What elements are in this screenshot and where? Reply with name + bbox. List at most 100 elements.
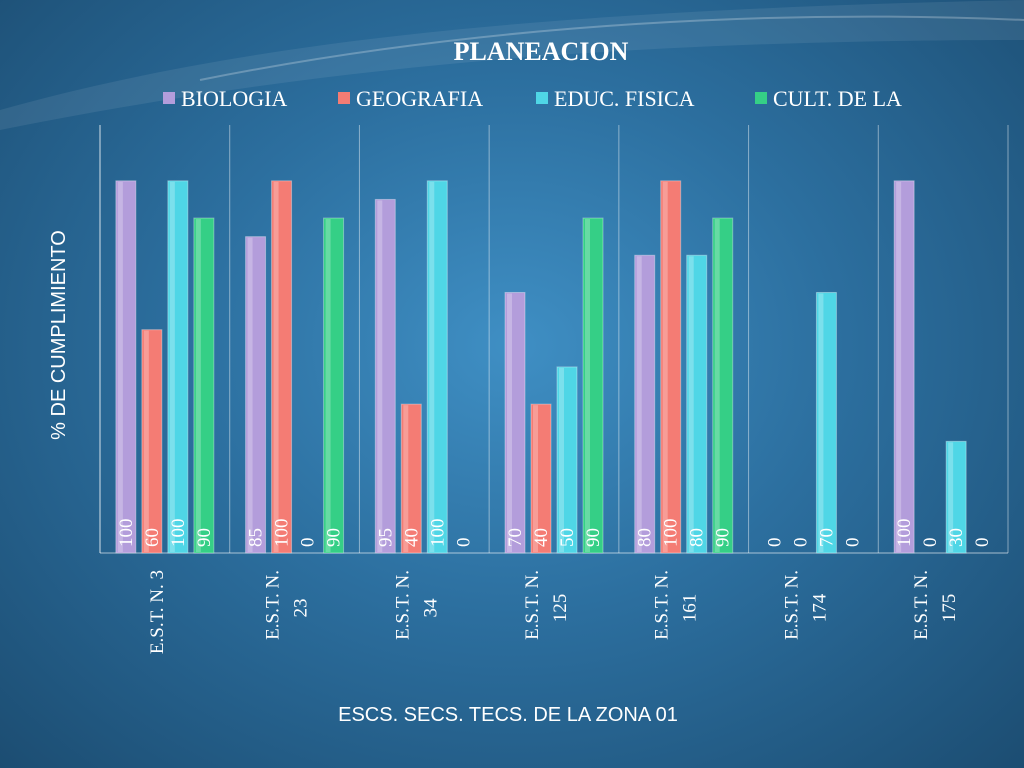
bar-highlight [662, 181, 668, 552]
bar-highlight [143, 330, 149, 552]
category-label: E.S.T. N. [781, 570, 802, 640]
bar-highlight [688, 256, 694, 552]
data-label: 0 [764, 538, 785, 548]
data-label: 0 [842, 538, 863, 548]
data-label: 0 [453, 538, 474, 548]
legend-swatch [755, 92, 767, 104]
legend-label: BIOLOGIA [181, 86, 287, 111]
category-label: 175 [939, 594, 960, 623]
bar-highlight [507, 293, 512, 552]
bar-highlight [714, 219, 720, 553]
bar-highlight [273, 181, 279, 552]
legend-label: CULT. DE LA [773, 86, 902, 111]
bar [556, 366, 578, 554]
bar [582, 217, 604, 554]
bar-highlight [195, 219, 201, 553]
bar [634, 254, 656, 554]
bar [945, 440, 967, 554]
legend-item: CULT. DE LA [755, 86, 902, 111]
bar [167, 180, 189, 554]
bar [193, 217, 215, 554]
bar [660, 180, 682, 554]
bar-highlight [818, 293, 824, 552]
data-label: 90 [583, 528, 604, 547]
bar [893, 180, 915, 554]
bar-highlight [325, 219, 331, 553]
bar-highlight [117, 181, 123, 552]
category-label: E.S.T. N. [652, 570, 673, 640]
bar [686, 254, 708, 554]
bar-highlight [403, 405, 409, 552]
bar-highlight [585, 219, 590, 553]
bar [815, 291, 837, 554]
bar-highlight [896, 181, 902, 552]
data-label: 100 [661, 519, 682, 548]
category-label: 34 [420, 598, 441, 618]
data-label: 60 [142, 528, 163, 547]
category-labels-layer: E.S.T. N. 3 E.S.T. N. 23 E.S.T. N. 34 E.S.T. … [147, 570, 960, 654]
bar [115, 180, 137, 554]
data-label: 100 [116, 519, 137, 548]
bar [245, 236, 267, 554]
category-label: 161 [680, 594, 701, 623]
legend-swatch [163, 92, 175, 104]
legend-item: GEOGRAFIA [338, 86, 483, 111]
data-label: 100 [894, 519, 915, 548]
chart-legend: BIOLOGIA GEOGRAFIA EDUC. FISICA CULT. DE LA [163, 86, 902, 111]
bar-highlight [247, 237, 253, 553]
data-label: 70 [505, 528, 526, 547]
data-label: 0 [298, 538, 319, 548]
bar [271, 180, 293, 554]
bar-highlight [636, 256, 642, 552]
data-label: 80 [687, 528, 708, 547]
bar [400, 403, 422, 554]
category-label: E.S.T. N. 3 [147, 570, 168, 654]
y-axis-label: % DE CUMPLIMIENTO [48, 230, 70, 440]
legend-item: EDUC. FISICA [536, 86, 695, 111]
data-label: 0 [790, 538, 811, 548]
data-label: 50 [557, 528, 578, 547]
data-label: 100 [427, 519, 448, 548]
data-label: 100 [272, 519, 293, 548]
legend-label: GEOGRAFIA [356, 86, 483, 111]
bar-highlight [377, 200, 383, 552]
bar [504, 291, 526, 554]
legend-swatch [338, 92, 350, 104]
category-label: 174 [809, 593, 830, 622]
bar-highlight [533, 405, 538, 552]
data-label: 90 [324, 528, 345, 547]
category-label: 23 [291, 599, 312, 618]
bar-highlight [948, 442, 954, 552]
data-label: 85 [246, 528, 267, 547]
data-label: 40 [401, 528, 422, 547]
data-label: 30 [946, 528, 967, 547]
data-label: 80 [635, 528, 656, 547]
data-label: 90 [194, 528, 215, 547]
bar-highlight [559, 367, 564, 552]
category-label: E.S.T. N. [522, 570, 543, 640]
data-label: 95 [375, 528, 396, 547]
data-labels-layer: 100 60 100 90 85 100 0 90 95 40 100 0 70 40 50 90 80 100 8… [116, 519, 993, 548]
legend-item: BIOLOGIA [163, 86, 287, 111]
data-label: 90 [713, 528, 734, 547]
category-dividers [99, 125, 1009, 554]
category-label: E.S.T. N. [911, 570, 932, 640]
bar [323, 217, 345, 554]
category-label: 125 [550, 594, 571, 623]
category-label: E.S.T. N. [392, 570, 413, 640]
bars-layer [115, 180, 967, 554]
data-label: 0 [972, 538, 993, 548]
bar-highlight [169, 181, 175, 552]
bar-highlight [429, 181, 435, 552]
data-label: 0 [920, 538, 941, 548]
data-label: 70 [816, 528, 837, 547]
data-label: 100 [168, 519, 189, 548]
legend-swatch [536, 92, 548, 104]
bar [374, 198, 396, 554]
x-axis-label: ESCS. SECS. TECS. DE LA ZONA 01 [338, 704, 678, 726]
legend-label: EDUC. FISICA [554, 86, 695, 111]
background-swoosh [0, 0, 1024, 130]
bar [141, 329, 163, 554]
chart-title: PLANEACION [454, 37, 629, 66]
